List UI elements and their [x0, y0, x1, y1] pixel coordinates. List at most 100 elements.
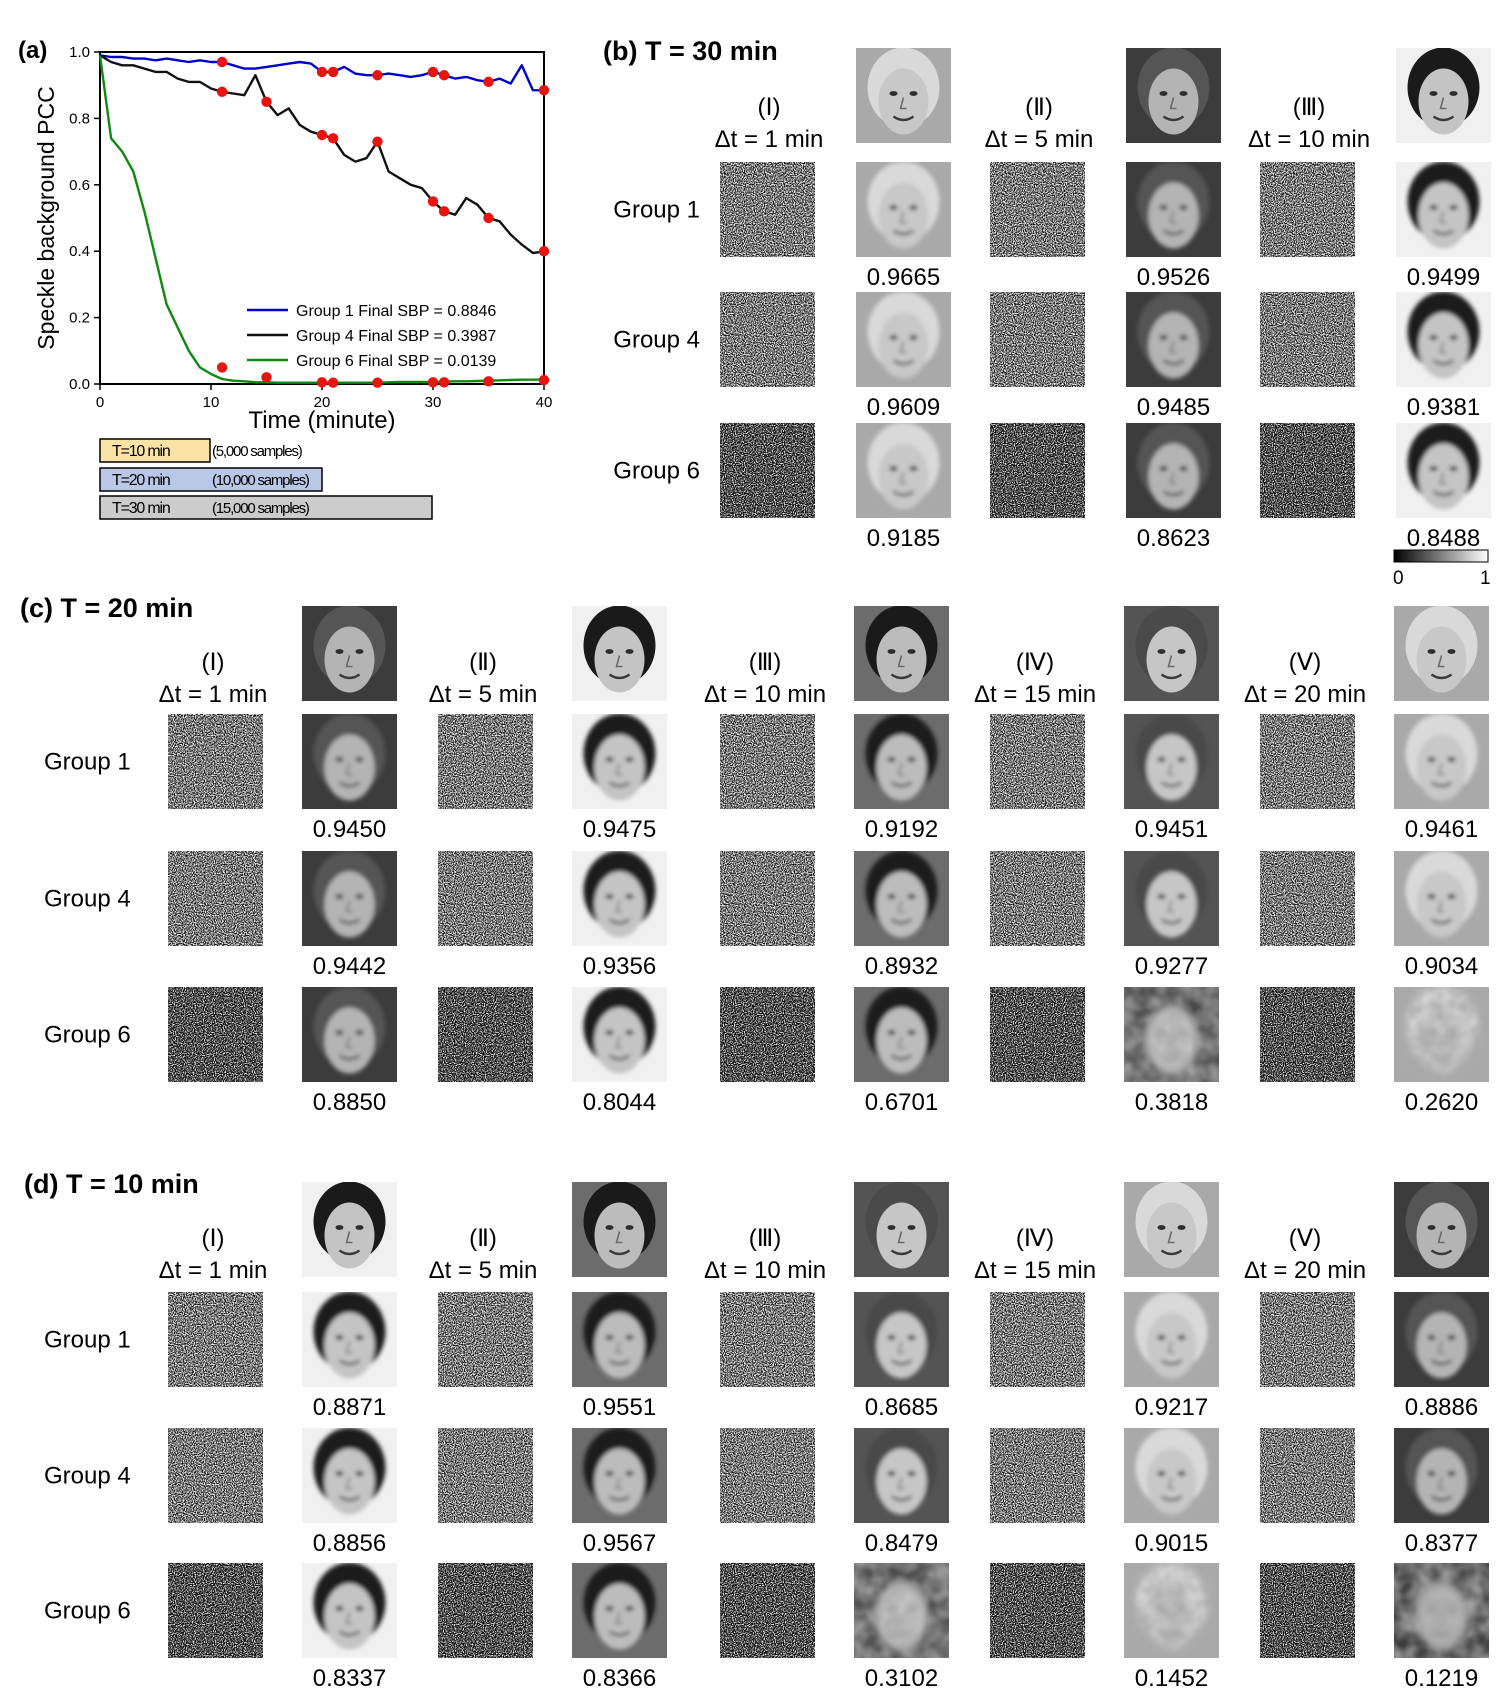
pcc-value: 0.9665: [867, 264, 940, 291]
column-dt-label: Δt = 20 min: [1244, 1257, 1366, 1284]
bar-t10-samples: (5,000 samples): [212, 443, 303, 460]
speckle-pattern: [990, 1428, 1085, 1523]
reconstructed-face: [572, 851, 667, 946]
speckle-pattern: [720, 162, 815, 257]
ground-truth-face: [856, 48, 951, 143]
colorbar-max: 1: [1480, 568, 1491, 589]
reconstructed-face: [302, 1428, 397, 1523]
reconstructed-face: [1394, 714, 1489, 809]
marker-point: [372, 136, 383, 147]
pcc-value: 0.1219: [1405, 1665, 1478, 1692]
pcc-value: 0.9381: [1407, 394, 1480, 421]
pcc-value: 0.8366: [583, 1665, 656, 1692]
pcc-value: 0.3818: [1135, 1089, 1208, 1116]
panel-b-title: (b) T = 30 min: [603, 36, 778, 66]
column-dt-label: Δt = 1 min: [715, 126, 824, 153]
x-tick-label: 40: [536, 394, 553, 411]
speckle-pattern: [168, 714, 263, 809]
speckle-pattern: [720, 1292, 815, 1387]
speckle-pattern: [990, 714, 1085, 809]
pcc-value: 0.9192: [865, 816, 938, 843]
reconstructed-face: [1124, 1563, 1219, 1658]
column-roman-label: (Ⅱ): [469, 1225, 497, 1252]
column-roman-label: (Ⅳ): [1016, 1225, 1054, 1252]
column-roman-label: (Ⅲ): [749, 649, 782, 676]
pcc-value: 0.9277: [1135, 953, 1208, 980]
speckle-pattern: [1260, 162, 1355, 257]
speckle-pattern: [720, 714, 815, 809]
legend-entry-group-4: Group 4 Final SBP = 0.3987: [296, 328, 496, 345]
marker-point: [483, 76, 494, 88]
pcc-value: 0.8479: [865, 1530, 938, 1557]
pcc-value: 0.9450: [313, 816, 386, 843]
speckle-pattern: [1260, 714, 1355, 809]
marker-point: [327, 66, 339, 78]
speckle-pattern: [438, 851, 533, 946]
pcc-value: 0.8850: [313, 1089, 386, 1116]
panel-b: (b) T = 30 min (Ⅰ) Δt = 1 min 0.9665 0.9609…: [603, 36, 1491, 589]
marker-point: [438, 377, 450, 388]
reconstructed-face: [572, 1563, 667, 1658]
ground-truth-face: [1124, 1182, 1219, 1277]
ground-truth-face: [1126, 48, 1221, 143]
column-roman-label: (Ⅳ): [1016, 649, 1054, 676]
pcc-value: 0.9185: [867, 525, 940, 552]
bar-t20: [99, 467, 323, 492]
y-tick-label: 0.2: [69, 310, 90, 327]
reconstructed-face: [1396, 292, 1491, 387]
column-dt-label: Δt = 5 min: [429, 1257, 538, 1284]
panel-a: (a) 0.0 0.2 0.4 0.6 0.8 1.0 0 10 20 30 40 Time (m…: [18, 37, 553, 520]
group-label: Group 4: [44, 1463, 131, 1490]
marker-point: [316, 129, 328, 141]
reconstructed-face: [1394, 851, 1489, 946]
column-roman-label: (Ⅴ): [1289, 649, 1321, 676]
column-roman-label: (Ⅲ): [1293, 94, 1326, 121]
reconstructed-face: [856, 162, 951, 257]
bar-t10-label: T=10 min: [112, 443, 170, 460]
ground-truth-face: [1394, 606, 1489, 701]
speckle-pattern: [1260, 292, 1355, 387]
y-tick-label: 0.0: [69, 376, 90, 393]
bar-t20-label: T=20 min: [112, 472, 170, 489]
legend-entry-group-1: Group 1 Final SBP = 0.8846: [296, 303, 496, 320]
speckle-pattern: [990, 423, 1085, 518]
pcc-value: 0.8856: [313, 1530, 386, 1557]
colorbar: 0 1: [1393, 549, 1491, 589]
reconstructed-face: [854, 987, 949, 1082]
group-label: Group 6: [44, 1598, 131, 1625]
column-roman-label: (Ⅰ): [201, 649, 224, 676]
column-roman-label: (Ⅰ): [757, 94, 780, 121]
pcc-value: 0.9485: [1137, 394, 1210, 421]
speckle-pattern: [720, 1563, 815, 1658]
x-axis-ticks: 0 10 20 30 40: [96, 384, 553, 411]
ground-truth-face: [1124, 606, 1219, 701]
column-dt-label: Δt = 5 min: [429, 681, 538, 708]
column-dt-label: Δt = 1 min: [159, 681, 268, 708]
reconstructed-face: [854, 851, 949, 946]
reconstructed-face: [302, 987, 397, 1082]
column-dt-label: Δt = 1 min: [159, 1257, 268, 1284]
column-dt-label: Δt = 5 min: [985, 126, 1094, 153]
marker-point: [372, 70, 383, 81]
group-label: Group 1: [44, 1327, 131, 1354]
column-dt-label: Δt = 15 min: [974, 1257, 1096, 1284]
pcc-value: 0.9526: [1137, 264, 1210, 291]
ground-truth-face: [854, 1182, 949, 1277]
marker-point: [216, 362, 228, 373]
marker-point: [216, 56, 228, 68]
pcc-value: 0.9567: [583, 1530, 656, 1557]
pcc-value: 0.9356: [583, 953, 656, 980]
pcc-value: 0.9217: [1135, 1394, 1208, 1421]
marker-point: [316, 66, 328, 78]
column-roman-label: (Ⅱ): [1025, 94, 1053, 121]
speckle-pattern: [438, 987, 533, 1082]
speckle-pattern: [1260, 1428, 1355, 1523]
pcc-value: 0.9551: [583, 1394, 656, 1421]
group-label: Group 1: [613, 197, 700, 224]
y-tick-label: 1.0: [69, 44, 90, 61]
reconstructed-face: [302, 714, 397, 809]
pcc-value: 0.8932: [865, 953, 938, 980]
ground-truth-face: [572, 606, 667, 701]
reconstructed-face: [302, 851, 397, 946]
reconstructed-face: [1124, 1428, 1219, 1523]
